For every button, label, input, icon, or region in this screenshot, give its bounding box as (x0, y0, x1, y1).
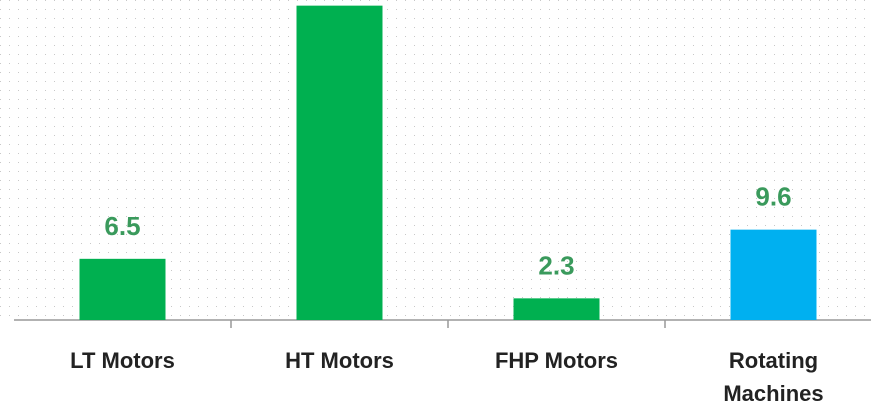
x-tick-label: LT Motors (70, 348, 175, 373)
x-tick-label: Rotating Machines (723, 348, 823, 406)
data-label: 2.3 (538, 250, 574, 280)
data-label: 9.6 (755, 182, 791, 212)
bar (513, 298, 600, 320)
bar (296, 5, 383, 320)
x-tick-label: FHP Motors (495, 348, 618, 373)
x-tick-label: HT Motors (285, 348, 394, 373)
bar (79, 258, 166, 320)
data-label: 6.5 (104, 211, 140, 241)
bar (730, 229, 817, 320)
